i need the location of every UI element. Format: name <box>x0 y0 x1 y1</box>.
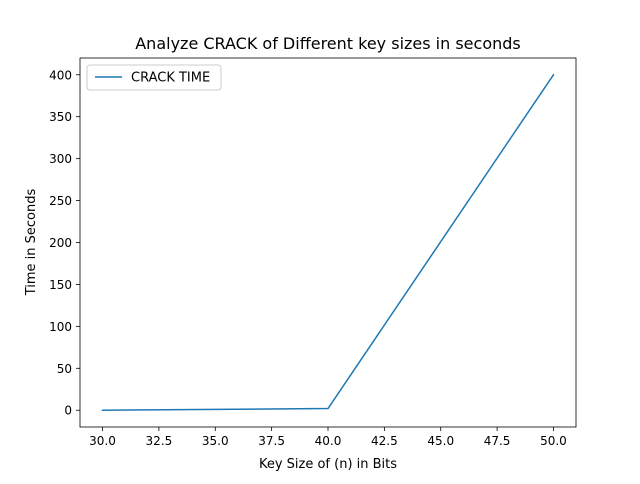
y-tick-label: 0 <box>64 404 72 418</box>
x-tick-label: 47.5 <box>484 434 511 448</box>
x-tick-label: 30.0 <box>89 434 116 448</box>
y-tick-label: 300 <box>49 152 72 166</box>
y-axis-ticks: 0 50 100 150 200 250 300 350 400 <box>49 68 80 418</box>
y-tick-label: 400 <box>49 68 72 82</box>
y-tick-label: 50 <box>57 362 72 376</box>
plot-frame <box>79 57 577 428</box>
x-tick-label: 35.0 <box>202 434 229 448</box>
legend-box <box>86 64 222 91</box>
x-tick-label: 45.0 <box>427 434 454 448</box>
x-tick-label: 50.0 <box>540 434 567 448</box>
y-tick-label: 250 <box>49 194 72 208</box>
y-tick-label: 150 <box>49 278 72 292</box>
x-axis-ticks: 30.0 32.5 35.0 37.5 40.0 42.5 45.0 47.5 50.0 <box>89 427 567 448</box>
x-axis-label: Key Size of (n) in Bits <box>259 457 397 472</box>
x-tick-label: 32.5 <box>146 434 173 448</box>
y-tick-label: 100 <box>49 320 72 334</box>
y-tick-label: 200 <box>49 236 72 250</box>
x-tick-label: 40.0 <box>315 434 342 448</box>
plot-layer <box>101 73 555 411</box>
chart-title: Analyze CRACK of Different key sizes in … <box>135 34 521 53</box>
y-axis-label: Time in Seconds <box>24 189 39 297</box>
y-tick-label: 350 <box>49 110 72 124</box>
x-tick-label: 37.5 <box>258 434 285 448</box>
legend-label: CRACK TIME <box>131 71 210 86</box>
x-tick-label: 42.5 <box>371 434 398 448</box>
legend: CRACK TIME <box>86 64 222 91</box>
series-line <box>101 73 555 411</box>
